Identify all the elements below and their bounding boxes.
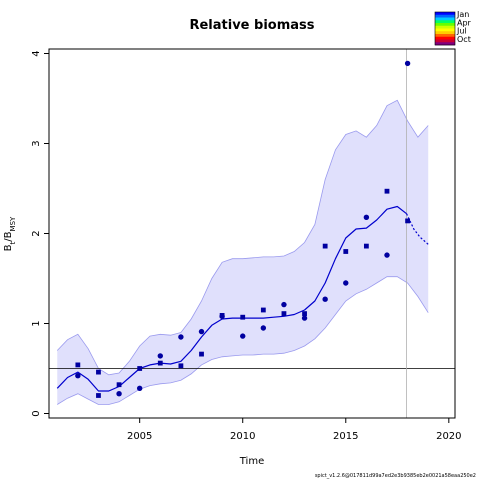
observation-point bbox=[260, 325, 267, 331]
observation-point bbox=[96, 369, 101, 375]
x-tick-label: 2015 bbox=[333, 431, 358, 442]
observation-point bbox=[240, 314, 246, 320]
y-axis-label: Bt/BMSY bbox=[3, 216, 17, 251]
observation-point bbox=[116, 391, 122, 397]
legend-label: Apr bbox=[457, 18, 472, 27]
footer-version: spict_v1.2.6@017811d99a7ed2e3b9385eb2e00… bbox=[315, 473, 476, 479]
forecast-line bbox=[406, 213, 429, 245]
observation-point bbox=[343, 249, 349, 254]
observation-point bbox=[199, 351, 204, 357]
observation-point bbox=[384, 188, 390, 194]
estimate-line bbox=[56, 205, 407, 392]
y-tick-label: 0 bbox=[31, 410, 42, 416]
legend-color-swatch bbox=[435, 36, 455, 40]
observation-point bbox=[281, 311, 287, 316]
confidence-band-upper bbox=[56, 99, 429, 376]
legend-color-swatch bbox=[435, 39, 455, 43]
legend-color-swatch bbox=[435, 31, 455, 35]
legend-color-swatch bbox=[435, 17, 455, 21]
observation-point bbox=[178, 363, 184, 369]
legend-color-swatch bbox=[435, 34, 455, 38]
legend-color-swatch bbox=[435, 20, 455, 24]
observation-point bbox=[198, 328, 205, 335]
plot-inner bbox=[49, 49, 455, 418]
observation-point bbox=[116, 382, 122, 388]
observation-point bbox=[178, 334, 184, 340]
legend-color-swatch bbox=[435, 25, 455, 29]
observation-point bbox=[302, 311, 307, 316]
observation-point bbox=[322, 243, 328, 249]
y-tick-label: 1 bbox=[31, 320, 42, 326]
axes: 2005 2010 2015 2020 0 1 2 3 4 bbox=[31, 48, 462, 442]
plot-area bbox=[49, 49, 455, 418]
observation-point bbox=[136, 385, 143, 391]
x-axis-label: Time bbox=[239, 456, 264, 467]
legend-color-swatch bbox=[435, 12, 455, 16]
x-tick-label: 2010 bbox=[230, 431, 255, 442]
observation-point bbox=[384, 252, 390, 258]
legend-color-swatch bbox=[435, 23, 455, 27]
observation-point bbox=[75, 362, 81, 368]
legend-color-swatch bbox=[435, 14, 455, 18]
observation-point bbox=[343, 280, 349, 286]
observation-point bbox=[137, 366, 143, 371]
observation-point bbox=[157, 360, 163, 366]
observation-point bbox=[260, 307, 266, 313]
observation-point bbox=[219, 313, 225, 319]
y-tick-label: 3 bbox=[31, 140, 42, 146]
observation-point bbox=[363, 214, 370, 220]
y-tick-label: 2 bbox=[31, 230, 42, 236]
chart-title: Relative biomass bbox=[189, 18, 314, 33]
x-tick-label: 2020 bbox=[436, 431, 461, 442]
observation-point bbox=[157, 353, 163, 359]
legend-label: Jan bbox=[456, 10, 469, 19]
legend-color-swatch bbox=[435, 42, 455, 46]
legend-color-swatch bbox=[435, 28, 455, 32]
observation-point bbox=[240, 333, 246, 339]
observation-point bbox=[322, 296, 328, 302]
observation-point bbox=[404, 60, 411, 67]
observation-point bbox=[75, 373, 81, 379]
confidence-band bbox=[57, 100, 429, 405]
observation-point bbox=[281, 301, 287, 308]
x-tick-label: 2005 bbox=[127, 431, 152, 442]
confidence-band-lower bbox=[57, 276, 429, 405]
observation-point bbox=[405, 218, 410, 224]
legend-label: Jul bbox=[456, 27, 467, 36]
observation-point bbox=[96, 393, 101, 398]
legend-frame bbox=[434, 11, 456, 46]
observation-point bbox=[301, 315, 308, 321]
observation-point bbox=[363, 243, 369, 249]
legend-label: Oct bbox=[457, 35, 471, 44]
y-tick-label: 4 bbox=[31, 50, 42, 56]
